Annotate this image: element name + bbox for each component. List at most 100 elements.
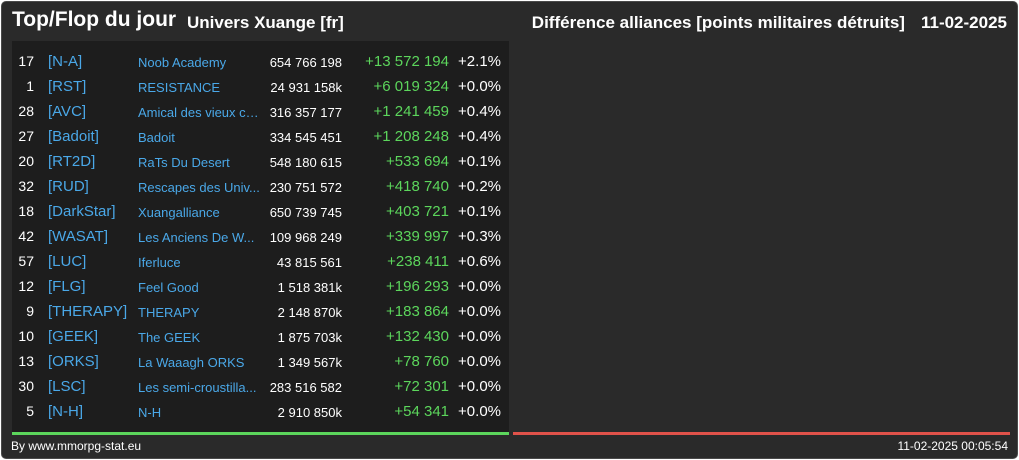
alliance-tag[interactable]: [GEEK] — [48, 328, 99, 345]
alliance-name[interactable]: Badoit — [138, 130, 175, 145]
footer-source: By www.mmorpg-stat.eu — [11, 439, 142, 453]
alliance-diff: +403 721 — [386, 203, 449, 220]
table-row: 27 [Badoit] Badoit 334 545 451 +1 208 248 +0.… — [12, 128, 509, 153]
alliance-name[interactable]: Feel Good — [138, 280, 199, 295]
table-row: 20 [RT2D] RaTs Du Desert 548 180 615 +533 69… — [12, 153, 509, 178]
table-row: 13 [ORKS] La Waaagh ORKS 1 349 567k +78 760 +… — [12, 353, 509, 378]
universe-label: Univers Xuange [fr] — [187, 13, 344, 32]
alliance-name[interactable]: RESISTANCE — [138, 80, 221, 95]
table-row: 57 [LUC] Iferluce 43 815 561 +238 411 +0.6% — [12, 253, 509, 278]
alliance-tag[interactable]: [N-H] — [48, 403, 83, 420]
alliance-rank: 20 — [18, 153, 34, 169]
alliance-name[interactable]: THERAPY — [138, 305, 200, 320]
alliance-name[interactable]: Les Anciens De W... — [138, 230, 255, 245]
footer-timestamp: 11-02-2025 00:05:54 — [897, 439, 1008, 453]
header-right: Différence alliances [points militaires … — [532, 13, 1007, 33]
alliance-name[interactable]: Noob Academy — [138, 55, 227, 70]
header-date: 11-02-2025 — [920, 13, 1007, 32]
alliance-rank: 18 — [18, 203, 34, 219]
alliance-name[interactable]: Iferluce — [138, 255, 181, 270]
alliance-name[interactable]: Rescapes des Univ... — [138, 180, 260, 195]
alliance-name[interactable]: Xuangalliance — [138, 205, 220, 220]
alliance-diff: +6 019 324 — [373, 78, 450, 95]
alliance-pct: +2.1% — [458, 53, 501, 70]
alliance-diff: +339 997 — [386, 228, 449, 245]
alliance-rank: 30 — [18, 378, 34, 394]
alliance-rank: 13 — [18, 353, 34, 369]
table-row: 32 [RUD] Rescapes des Univ... 230 751 572 +4… — [12, 178, 509, 203]
alliance-points: 2 910 850k — [277, 405, 342, 420]
alliance-tag[interactable]: [ORKS] — [48, 353, 99, 370]
alliance-pct: +0.0% — [458, 303, 501, 320]
alliance-points: 2 148 870k — [277, 305, 342, 320]
alliance-pct: +0.4% — [458, 103, 501, 120]
alliance-name[interactable]: La Waaagh ORKS — [138, 355, 245, 370]
alliance-points: 24 931 158k — [270, 80, 342, 95]
alliance-diff: +72 301 — [394, 378, 449, 395]
alliance-name[interactable]: RaTs Du Desert — [138, 155, 230, 170]
alliance-pct: +0.4% — [458, 128, 501, 145]
table-row: 18 [DarkStar] Xuangalliance 650 739 745 +403… — [12, 203, 509, 228]
alliance-pct: +0.0% — [458, 378, 501, 395]
alliance-points: 109 968 249 — [269, 230, 342, 245]
alliance-diff: +533 694 — [386, 153, 449, 170]
alliance-rank: 32 — [18, 178, 34, 194]
alliance-points: 1 349 567k — [277, 355, 342, 370]
alliance-rank: 5 — [26, 403, 34, 419]
alliance-tag[interactable]: [N-A] — [48, 53, 83, 70]
alliance-diff: +238 411 — [387, 253, 449, 270]
alliance-pct: +0.1% — [458, 153, 501, 170]
table-row: 1 [RST] RESISTANCE 24 931 158k +6 019 324 +0.… — [12, 78, 509, 103]
alliance-rank: 57 — [18, 253, 34, 269]
alliance-pct: +0.0% — [458, 403, 501, 420]
alliance-pct: +0.0% — [458, 78, 501, 95]
alliance-diff: +196 293 — [386, 278, 449, 295]
alliance-pct: +0.0% — [458, 278, 501, 295]
alliance-tag[interactable]: [FLG] — [48, 278, 86, 295]
alliance-diff: +54 341 — [394, 403, 449, 420]
alliance-pct: +0.3% — [458, 228, 501, 245]
alliance-diff: +418 740 — [386, 178, 449, 195]
alliance-points: 548 180 615 — [269, 155, 342, 170]
alliance-tag[interactable]: [DarkStar] — [48, 203, 116, 220]
alliance-tag[interactable]: [RT2D] — [48, 153, 96, 170]
alliance-rank: 17 — [18, 53, 34, 69]
alliance-tag[interactable]: [AVC] — [48, 103, 87, 120]
alliance-pct: +0.0% — [458, 353, 501, 370]
alliance-tag[interactable]: [LSC] — [48, 378, 86, 395]
top-bar-bottom — [12, 432, 509, 435]
alliance-points: 283 516 582 — [269, 380, 342, 395]
alliance-points: 1 875 703k — [277, 330, 342, 345]
table-row: 28 [AVC] Amical des vieux co... 316 357 177… — [12, 103, 509, 128]
alliance-tag[interactable]: [THERAPY] — [48, 303, 128, 320]
alliance-name[interactable]: Les semi-croustilla... — [138, 380, 257, 395]
alliance-pct: +0.1% — [458, 203, 501, 220]
alliance-diff: +1 241 459 — [373, 103, 450, 120]
table-row: 12 [FLG] Feel Good 1 518 381k +196 293 +0.0% — [12, 278, 509, 303]
alliance-tag[interactable]: [LUC] — [48, 253, 87, 270]
alliance-pct: +0.6% — [458, 253, 501, 270]
alliance-name[interactable]: The GEEK — [138, 330, 201, 345]
alliance-tag[interactable]: [RUD] — [48, 178, 89, 195]
table-row: 30 [LSC] Les semi-croustilla... 283 516 582… — [12, 378, 509, 403]
alliance-diff: +132 430 — [386, 328, 449, 345]
alliance-rank: 10 — [18, 328, 34, 344]
alliance-name[interactable]: N-H — [138, 405, 162, 420]
table-row: 10 [GEEK] The GEEK 1 875 703k +132 430 +0.0% — [12, 328, 509, 353]
alliance-rank: 42 — [18, 228, 34, 244]
alliance-points: 316 357 177 — [269, 105, 342, 120]
chart-subtitle: Différence alliances [points militaires … — [531, 13, 905, 32]
alliance-diff: +183 864 — [386, 303, 449, 320]
alliance-points: 334 545 451 — [269, 130, 342, 145]
alliance-rank: 27 — [18, 128, 34, 144]
alliance-pct: +0.0% — [458, 328, 501, 345]
page-title: Top/Flop du jour — [12, 8, 177, 31]
alliance-tag[interactable]: [RST] — [48, 78, 87, 95]
top-alliances-table: 17 [N-A] Noob Academy 654 766 198 +13 572 19… — [12, 41, 509, 434]
flop-bar-bottom — [513, 432, 1010, 435]
alliance-name[interactable]: Amical des vieux co... — [138, 105, 260, 120]
alliance-tag[interactable]: [Badoit] — [48, 128, 99, 145]
flop-alliances-panel — [513, 41, 1010, 434]
alliance-tag[interactable]: [WASAT] — [48, 228, 108, 245]
